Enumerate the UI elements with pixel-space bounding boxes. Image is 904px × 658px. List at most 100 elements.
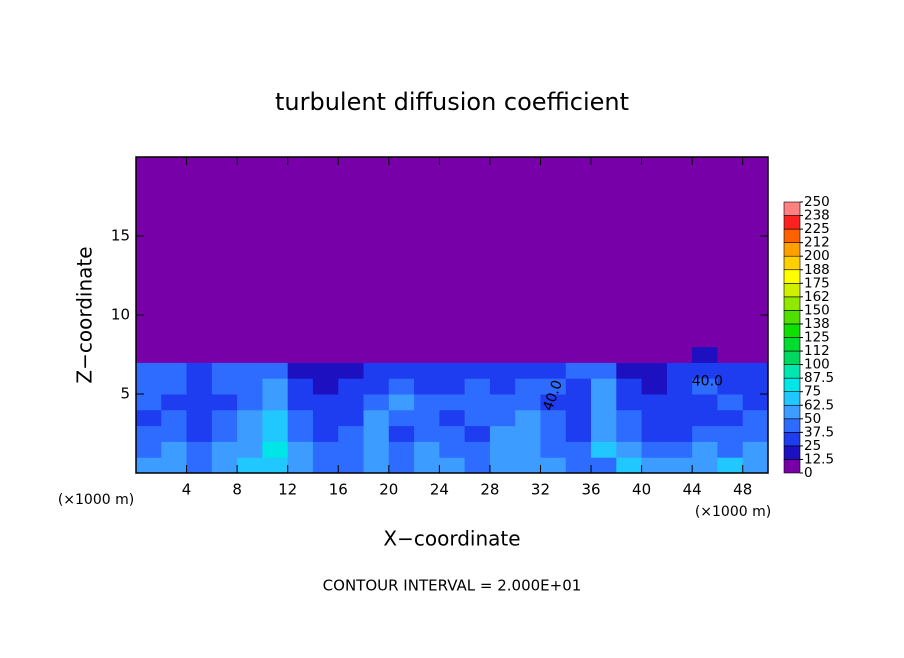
- heatmap-cell: [363, 425, 390, 442]
- heatmap-cell: [262, 362, 289, 379]
- heatmap-cell: [515, 409, 541, 427]
- heatmap-cell: [287, 394, 314, 411]
- heatmap-cell: [414, 441, 440, 458]
- heatmap-cell: [515, 441, 541, 458]
- heatmap-cell: [616, 362, 643, 379]
- heatmap-cell: [591, 457, 617, 474]
- heatmap-cell: [237, 409, 263, 427]
- x-unit-label: (×1000 m): [58, 492, 134, 508]
- colorbar-swatch: [783, 445, 801, 460]
- heatmap-cell: [464, 425, 491, 442]
- heatmap-cell: [414, 157, 440, 348]
- colorbar-swatch: [783, 350, 801, 365]
- heatmap-cell: [641, 441, 668, 458]
- x-tick-label: 48: [733, 481, 752, 499]
- heatmap-cell: [136, 441, 162, 458]
- heatmap-cell: [591, 346, 617, 363]
- heatmap-cell: [666, 409, 693, 427]
- x-tick-label: 36: [581, 481, 600, 499]
- heatmap-cell: [136, 362, 162, 379]
- colorbar-swatch: [783, 269, 801, 284]
- y-tick-label: 15: [111, 227, 130, 245]
- heatmap-cell: [540, 394, 567, 411]
- colorbar-label: 175: [804, 275, 830, 291]
- heatmap-cell: [262, 378, 289, 395]
- colorbar-swatch: [783, 377, 801, 392]
- heatmap-cell: [388, 394, 415, 411]
- heatmap-cell: [211, 425, 238, 442]
- heatmap-cell: [439, 346, 466, 363]
- colorbar-swatch: [783, 310, 801, 325]
- colorbar-label: 37.5: [804, 424, 834, 440]
- heatmap-cell: [641, 157, 668, 348]
- heatmap-cell: [414, 394, 440, 411]
- heatmap-cell: [565, 441, 592, 458]
- heatmap-cell: [464, 394, 491, 411]
- footnote: CONTOUR INTERVAL = 2.000E+01: [323, 577, 582, 595]
- heatmap-cell: [287, 441, 314, 458]
- heatmap-cell: [641, 409, 668, 427]
- heatmap-cell: [717, 157, 744, 348]
- colorbar-label: 125: [804, 330, 830, 346]
- heatmap-cell: [489, 378, 516, 395]
- heatmap-cell: [161, 409, 188, 427]
- heatmap-cell: [186, 425, 213, 442]
- colorbar-label: 200: [804, 248, 830, 264]
- heatmap-cell: [161, 378, 188, 395]
- heatmap-cell: [136, 425, 162, 442]
- heatmap-cell: [237, 157, 263, 348]
- heatmap-cell: [666, 394, 693, 411]
- heatmap-cell: [363, 441, 390, 458]
- heatmap-cell: [641, 346, 668, 363]
- heatmap-cell: [515, 362, 541, 379]
- colorbar-label: 62.5: [804, 397, 834, 413]
- heatmap-cell: [489, 157, 516, 348]
- heatmap-cell: [515, 346, 541, 363]
- heatmap-cell: [363, 378, 390, 395]
- heatmap-cell: [464, 409, 491, 427]
- heatmap-cell: [287, 409, 314, 427]
- heatmap-cell: [312, 409, 339, 427]
- heatmap-cell: [666, 457, 693, 474]
- heatmap-cell: [692, 157, 718, 348]
- heatmap-cell: [363, 362, 390, 379]
- colorbar-swatch: [783, 201, 801, 216]
- heatmap-cell: [742, 346, 769, 363]
- heatmap-cell: [363, 346, 390, 363]
- heatmap-cell: [591, 409, 617, 427]
- heatmap-cell: [237, 346, 263, 363]
- heatmap-cell: [489, 409, 516, 427]
- heatmap-cell: [717, 378, 744, 395]
- heatmap-cell: [439, 425, 466, 442]
- heatmap-cell: [211, 409, 238, 427]
- heatmap-cell: [161, 362, 188, 379]
- heatmap-cell: [262, 346, 289, 363]
- heatmap-cell: [565, 409, 592, 427]
- heatmap-cell: [161, 394, 188, 411]
- heatmap-cell: [540, 378, 567, 395]
- heatmap-cell: [338, 157, 365, 348]
- heatmap-cell: [262, 157, 289, 348]
- colorbar-label: 50: [804, 411, 821, 427]
- heatmap-cell: [591, 441, 617, 458]
- heatmap-cell: [186, 346, 213, 363]
- heatmap-cell: [616, 441, 643, 458]
- heatmap-cell: [591, 394, 617, 411]
- heatmap-cell: [312, 457, 339, 474]
- heatmap-cell: [211, 457, 238, 474]
- heatmap-cell: [287, 378, 314, 395]
- heatmap-cell: [186, 409, 213, 427]
- heatmap-cell: [641, 362, 668, 379]
- heatmap-cell: [489, 394, 516, 411]
- heatmap-cell: [565, 362, 592, 379]
- heatmap-cell: [136, 409, 162, 427]
- heatmap-cell: [591, 362, 617, 379]
- heatmap-cell: [237, 457, 263, 474]
- heatmap-cell: [287, 157, 314, 348]
- heatmap-cell: [161, 425, 188, 442]
- heatmap-cell: [464, 378, 491, 395]
- colorbar-label: 238: [804, 208, 830, 224]
- colorbar-swatch: [783, 323, 801, 338]
- heatmap-cell: [211, 394, 238, 411]
